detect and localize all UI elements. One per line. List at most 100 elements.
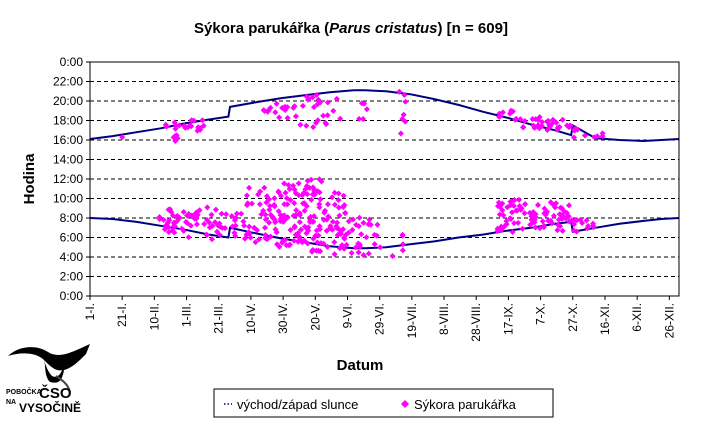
- observation-point: [185, 234, 192, 241]
- observation-point: [308, 176, 315, 183]
- observation-point: [345, 229, 352, 236]
- legend-sun-label: východ/západ slunce: [237, 397, 358, 412]
- y-tick-label: 2:00: [60, 270, 84, 284]
- y-tick-label: 22:00: [53, 75, 83, 89]
- observation-point: [296, 210, 303, 217]
- observation-point: [530, 122, 537, 129]
- observation-point: [509, 229, 516, 235]
- observation-point: [232, 214, 239, 221]
- observation-point: [204, 204, 211, 211]
- observation-point: [313, 92, 320, 98]
- y-tick-label: 12:00: [53, 172, 83, 186]
- observation-point: [190, 117, 197, 124]
- observation-point: [515, 219, 522, 226]
- observation-point: [313, 119, 319, 126]
- observation-point: [209, 236, 215, 243]
- sunrise-line: [89, 217, 680, 250]
- observation-point: [287, 241, 293, 248]
- observation-point: [199, 117, 206, 124]
- observation-point: [305, 95, 312, 102]
- observation-point: [532, 214, 539, 221]
- observation-point: [494, 228, 501, 235]
- observation-point: [557, 204, 564, 211]
- observation-point: [206, 224, 213, 231]
- observation-point: [399, 247, 406, 254]
- observation-point: [323, 121, 330, 128]
- observation-point: [193, 209, 200, 216]
- observation-point: [363, 106, 370, 113]
- observation-point: [163, 123, 170, 130]
- observation-point: [312, 232, 319, 239]
- observation-point: [358, 231, 365, 238]
- observation-point: [545, 217, 552, 224]
- observation-point: [292, 113, 299, 120]
- observation-point: [402, 98, 409, 105]
- observation-point: [498, 223, 505, 230]
- observation-point: [303, 122, 310, 129]
- observation-point: [299, 102, 306, 109]
- observation-point: [555, 216, 562, 223]
- observation-point: [389, 253, 396, 259]
- legend-bird-label: Sýkora parukářka: [414, 397, 517, 412]
- observation-point: [333, 95, 340, 102]
- observation-point: [275, 189, 282, 196]
- observation-point: [516, 196, 522, 203]
- observation-point: [243, 231, 250, 238]
- observation-point: [496, 113, 503, 120]
- observation-point: [320, 240, 327, 247]
- observation-point: [267, 233, 274, 240]
- observation-point: [331, 189, 338, 196]
- observation-point: [348, 250, 355, 256]
- observation-point: [535, 202, 541, 208]
- plot-area: [89, 88, 680, 259]
- observation-point: [248, 200, 255, 207]
- observation-point: [293, 207, 300, 214]
- observation-point: [184, 220, 191, 227]
- observation-point: [360, 219, 367, 226]
- observation-point: [545, 117, 552, 124]
- y-tick-label: 18:00: [53, 114, 83, 128]
- observation-point: [119, 134, 126, 141]
- observation-point: [331, 239, 338, 246]
- observation-point: [511, 220, 518, 227]
- observation-point: [535, 122, 542, 129]
- observation-point: [222, 225, 229, 232]
- observation-point: [156, 214, 163, 220]
- observation-point: [507, 198, 514, 205]
- x-axis-ticks: 1-I. 21-I. 10-II. 1-III. 21-III. 10-IV. 30-IV.…: [83, 296, 676, 342]
- observation-point: [335, 204, 342, 211]
- observation-point: [301, 223, 308, 230]
- observation-point: [182, 124, 189, 131]
- observation-point: [262, 235, 269, 241]
- observation-point: [275, 208, 282, 215]
- observation-point: [251, 224, 258, 231]
- observation-point: [336, 226, 343, 233]
- observation-point: [290, 104, 297, 111]
- observation-point: [233, 210, 240, 217]
- observation-point: [304, 240, 311, 247]
- observation-point: [193, 215, 200, 222]
- observation-point: [243, 192, 250, 199]
- observation-point: [170, 219, 177, 226]
- observation-point: [314, 101, 321, 108]
- observation-point: [290, 182, 297, 189]
- observation-point: [340, 203, 347, 210]
- y-tick-label: 4:00: [60, 250, 84, 264]
- observation-point: [310, 124, 317, 131]
- x-tick-label: 26-XII.: [662, 303, 676, 338]
- observation-point: [511, 197, 518, 203]
- observation-point: [232, 232, 239, 239]
- observation-point: [544, 127, 551, 133]
- observation-point: [307, 213, 314, 220]
- observation-point: [324, 201, 331, 208]
- logo: POBOČKA ČSO NA VYSOČINĚ: [6, 336, 98, 422]
- observation-point: [217, 223, 224, 230]
- observation-point: [508, 107, 514, 114]
- observation-point: [363, 234, 370, 241]
- observation-point: [343, 241, 350, 248]
- observation-point: [554, 126, 561, 133]
- observation-point: [178, 225, 185, 232]
- observation-point: [265, 196, 272, 203]
- observation-point: [309, 247, 316, 254]
- observation-point: [582, 132, 588, 139]
